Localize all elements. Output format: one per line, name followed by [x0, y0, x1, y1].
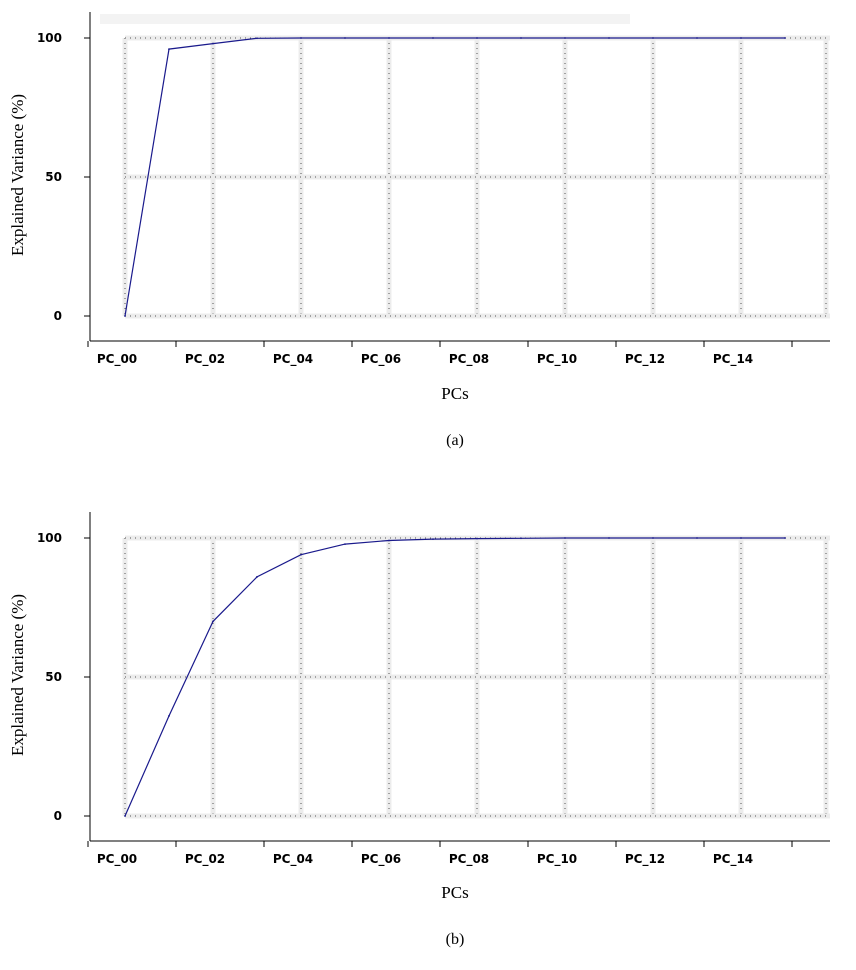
y-axis-label: Explained Variance (%) — [8, 94, 27, 256]
series-point — [652, 37, 654, 39]
series-point — [520, 37, 522, 39]
y-tick-label: 50 — [45, 670, 62, 684]
series-point — [300, 37, 302, 39]
x-tick-label: PC_12 — [625, 352, 665, 367]
y-tick-label: 100 — [37, 31, 62, 45]
x-tick-label: PC_02 — [185, 852, 225, 867]
y-tick-label: 100 — [37, 531, 62, 545]
x-tick-label: PC_00 — [97, 352, 137, 367]
x-tick-label: PC_14 — [713, 852, 753, 867]
x-tick-label: PC_04 — [273, 352, 313, 367]
series-point — [212, 42, 214, 45]
series-point — [696, 537, 698, 539]
panel-caption: (b) — [446, 931, 465, 948]
series-point — [608, 537, 610, 539]
panel-caption: (a) — [446, 432, 464, 449]
series-line — [124, 37, 785, 317]
series-point — [344, 543, 346, 546]
series-point — [784, 537, 786, 539]
x-tick-label: PC_04 — [273, 852, 313, 867]
series-point — [256, 37, 258, 40]
x-axis-label: PCs — [441, 384, 468, 403]
series-point — [564, 537, 566, 539]
series-point — [696, 37, 698, 39]
x-tick-label: PC_08 — [449, 352, 489, 367]
series-point — [300, 553, 302, 556]
series-point — [432, 37, 434, 39]
series-point — [608, 37, 610, 39]
series-point — [740, 537, 742, 539]
y-tick-label: 0 — [54, 809, 62, 823]
series-point — [168, 715, 170, 717]
series-point — [256, 576, 258, 578]
series-point — [476, 37, 478, 39]
x-tick-label: PC_00 — [97, 852, 137, 867]
series-point — [168, 48, 170, 51]
series-point — [388, 37, 390, 39]
x-tick-label: PC_14 — [713, 352, 753, 367]
series-point — [344, 37, 346, 39]
x-tick-label: PC_06 — [361, 352, 401, 367]
series-point — [652, 537, 654, 539]
plot-header-band — [100, 14, 630, 24]
series-point — [740, 37, 742, 39]
series-point — [388, 539, 390, 542]
y-axis-label: Explained Variance (%) — [8, 594, 27, 756]
chart-panel-a: 0 50 100 PC_00 PC_02 PC_04 PC_06 PC_08 PC_10 PC_… — [8, 12, 830, 449]
series-point — [564, 37, 566, 39]
x-tick-label: PC_08 — [449, 852, 489, 867]
x-tick-label: PC_02 — [185, 352, 225, 367]
x-tick-label: PC_06 — [361, 852, 401, 867]
series-point — [520, 537, 522, 540]
x-axis-label: PCs — [441, 883, 468, 902]
series-point — [476, 537, 478, 540]
series-line — [124, 537, 785, 817]
y-tick-label: 0 — [54, 309, 62, 323]
series-point — [124, 315, 126, 317]
series-point — [212, 620, 214, 623]
series-point — [784, 37, 786, 39]
x-tick-label: PC_10 — [537, 852, 577, 867]
y-tick-label: 50 — [45, 170, 62, 184]
x-tick-label: PC_12 — [625, 852, 665, 867]
series-point — [124, 815, 126, 817]
x-tick-label: PC_10 — [537, 352, 577, 367]
series-point — [432, 538, 434, 541]
chart-panel-b: 0 50 100 PC_00 PC_02 PC_04 PC_06 PC_08 PC_10 PC_… — [8, 512, 830, 948]
